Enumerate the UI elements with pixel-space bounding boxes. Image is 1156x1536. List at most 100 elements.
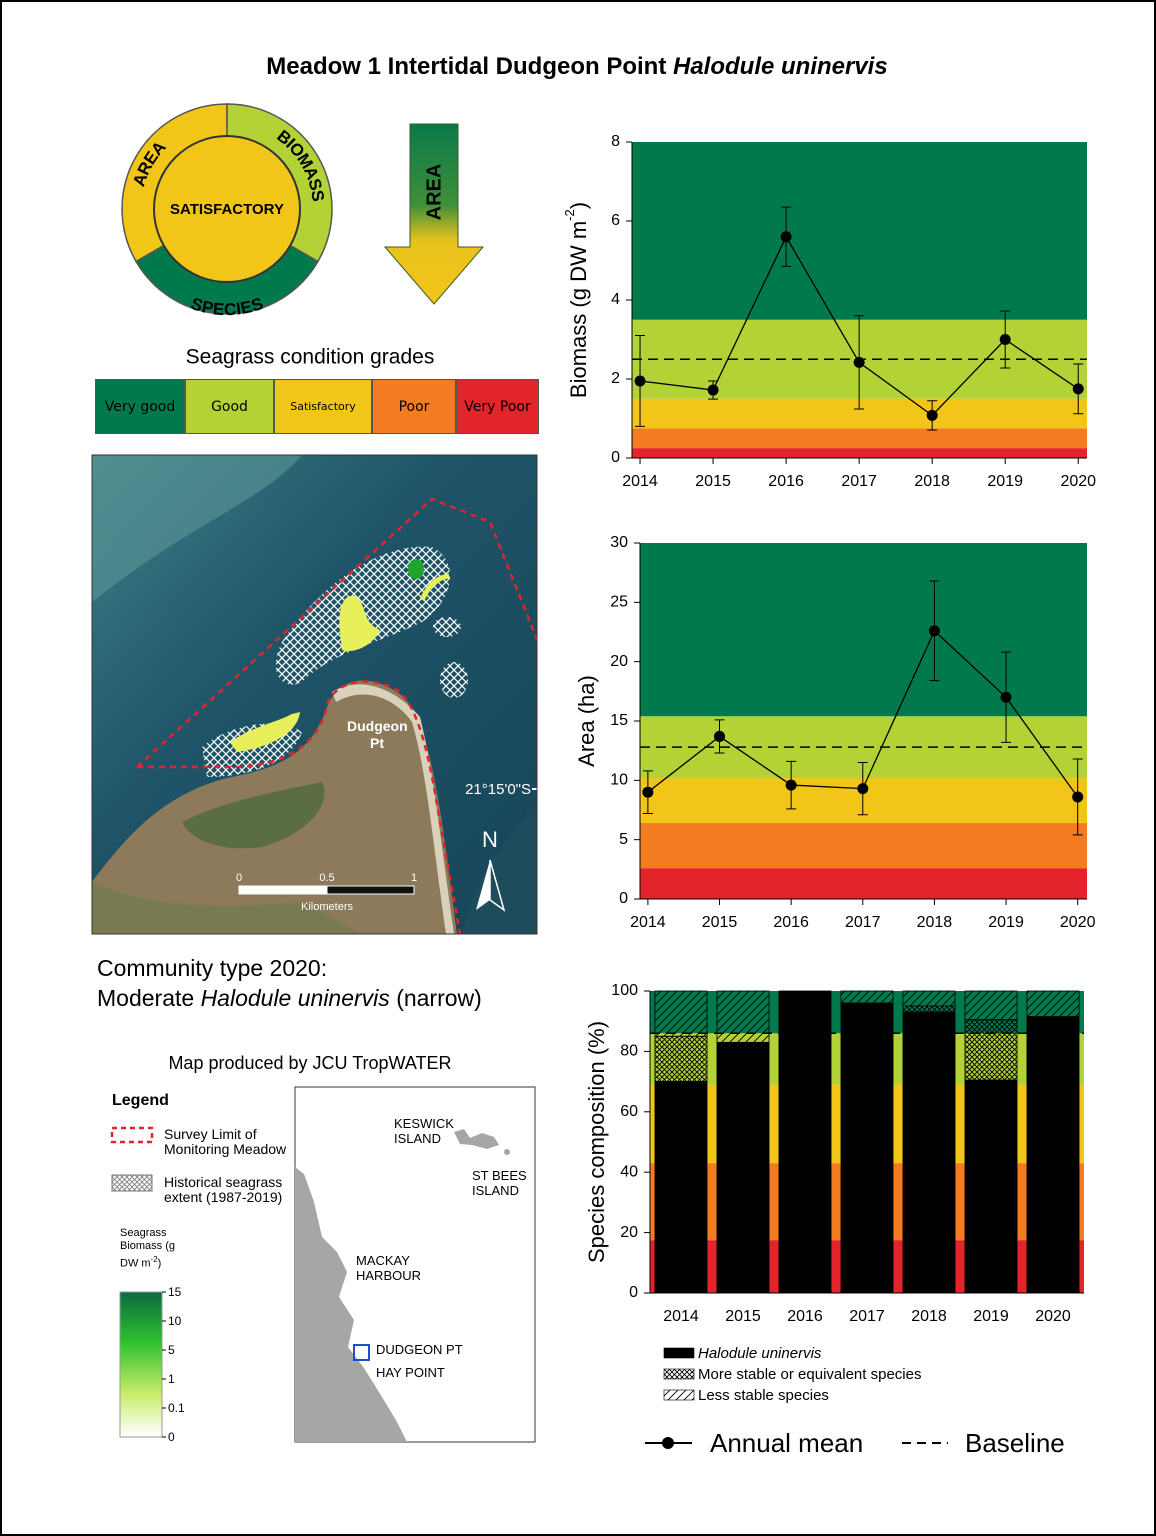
y-axis-label-part: Biomass (g DW m: [566, 221, 591, 398]
mean-point: [929, 625, 940, 636]
y-tick-label: 10: [610, 772, 628, 789]
bar-segment: [655, 991, 707, 1036]
mean-point: [1001, 692, 1012, 703]
mean-point: [927, 410, 938, 421]
colorbar-title: Seagrass Biomass (g DW m-2): [120, 1227, 195, 1271]
mean-point: [786, 780, 797, 791]
scale-bar: [327, 886, 414, 894]
mean-point: [1073, 383, 1084, 394]
bar-segment: [1027, 1017, 1079, 1293]
grade-band: [632, 428, 1087, 448]
y-axis-label: Species composition (%): [584, 1021, 609, 1263]
y-tick-label: 15: [610, 712, 628, 729]
colorbar-tick: 5: [168, 1343, 175, 1357]
y-tick-label: 0: [619, 890, 628, 907]
north-label: N: [482, 827, 498, 852]
y-tick-label: 40: [620, 1163, 638, 1180]
y-tick-label: 0: [629, 1284, 638, 1301]
map-shape: [440, 662, 468, 698]
bar-segment: [779, 991, 831, 1293]
bar-segment: [655, 1082, 707, 1293]
place-label: Dudgeon Pt: [347, 718, 407, 752]
figure: Meadow 1 Intertidal Dudgeon Point Halodu…: [0, 0, 1156, 1536]
colorbar-tick: 0.1: [168, 1401, 185, 1415]
grade-band: [632, 142, 1087, 320]
mean-point: [854, 357, 865, 368]
legend-label: Baseline: [965, 1428, 1065, 1458]
map-shape: [433, 617, 461, 637]
x-tick-label: 2014: [663, 1308, 699, 1325]
x-tick-label: 2015: [702, 914, 738, 931]
grade-band: [640, 823, 1087, 868]
mean-point: [857, 783, 868, 794]
inset-island: [504, 1149, 510, 1155]
x-tick-label: 2015: [695, 473, 731, 490]
x-tick-label: 2015: [725, 1308, 761, 1325]
y-tick-label: 25: [610, 594, 628, 611]
x-tick-label: 2020: [1060, 473, 1096, 490]
y-tick-label: 60: [620, 1103, 638, 1120]
y-tick-label: 6: [611, 212, 620, 229]
community-heading: Community type 2020:: [97, 955, 327, 981]
figure-svg: Meadow 1 Intertidal Dudgeon Point Halodu…: [2, 2, 1156, 1536]
community-part: (narrow): [396, 985, 482, 1011]
seagrass-patch: [408, 559, 424, 579]
mean-point: [635, 375, 646, 386]
y-tick-label: 30: [610, 534, 628, 551]
y-tick-label: 80: [620, 1043, 638, 1060]
bar-segment: [903, 991, 955, 1006]
x-tick-label: 2017: [841, 473, 877, 490]
bar-segment: [655, 1036, 707, 1081]
community-part: Moderate: [97, 985, 194, 1011]
colorbar: [120, 1292, 162, 1437]
title-text: Meadow 1 Intertidal Dudgeon Point: [266, 53, 666, 80]
x-tick-label: 2016: [787, 1308, 823, 1325]
bar-segment: [965, 1080, 1017, 1293]
y-tick-label: 20: [610, 653, 628, 670]
arrow-label: AREA: [423, 164, 445, 221]
grade-box: Very Poor: [456, 379, 539, 434]
x-tick-label: 2017: [845, 914, 881, 931]
inset-label: DUDGEON PT: [376, 1342, 496, 1357]
y-tick-label: 8: [611, 133, 620, 150]
y-tick-label: 5: [619, 831, 628, 848]
satellite-map: [92, 455, 542, 934]
scale-label: 0: [236, 872, 242, 884]
grade-band: [640, 868, 1087, 899]
latitude-label: 21°15'0"S: [465, 781, 531, 798]
community-type: Moderate Halodule uninervis (narrow): [97, 985, 482, 1011]
grade-box: Poor: [372, 379, 456, 434]
y-tick-label: 4: [611, 291, 620, 308]
y-axis-label: Area (ha): [574, 675, 599, 767]
legend-survey: Survey Limit of Monitoring Meadow: [164, 1127, 299, 1157]
bar-segment: [965, 1020, 1017, 1080]
x-tick-label: 2019: [973, 1308, 1009, 1325]
bar-segment: [1027, 991, 1079, 1017]
scale-unit: Kilometers: [301, 901, 353, 913]
inset-label: ST BEES ISLAND: [472, 1168, 532, 1198]
bar-segment: [903, 1006, 955, 1012]
map-credit: Map produced by JCU TropWATER: [168, 1053, 451, 1073]
inset-label: KESWICK ISLAND: [394, 1116, 464, 1146]
page-title: Meadow 1 Intertidal Dudgeon Point Halodu…: [266, 53, 887, 80]
bar-segment: [717, 1042, 769, 1293]
mean-point: [1000, 334, 1011, 345]
legend-title: Legend: [112, 1092, 169, 1109]
x-tick-label: 2016: [768, 473, 804, 490]
scale-label: 0.5: [319, 872, 334, 884]
bar-segment: [903, 1012, 955, 1293]
y-tick-label: 100: [611, 982, 638, 999]
colorbar-title-sup: -2: [151, 1255, 158, 1264]
x-tick-label: 2020: [1060, 914, 1096, 931]
legend-swatch: [664, 1369, 694, 1379]
mean-point: [714, 731, 725, 742]
legend-label: Halodule uninervis: [698, 1345, 822, 1362]
community-species: Halodule uninervis: [201, 985, 391, 1011]
grades-title: Seagrass condition grades: [186, 346, 435, 369]
scale-bar: [239, 886, 327, 894]
y-tick-label: 0: [611, 449, 620, 466]
grade-box: Good: [185, 379, 274, 434]
condition-grade: SATISFACTORY: [170, 201, 284, 218]
colorbar-title-text: Seagrass Biomass (g DW m: [120, 1227, 175, 1270]
bar-segment: [841, 991, 893, 1003]
